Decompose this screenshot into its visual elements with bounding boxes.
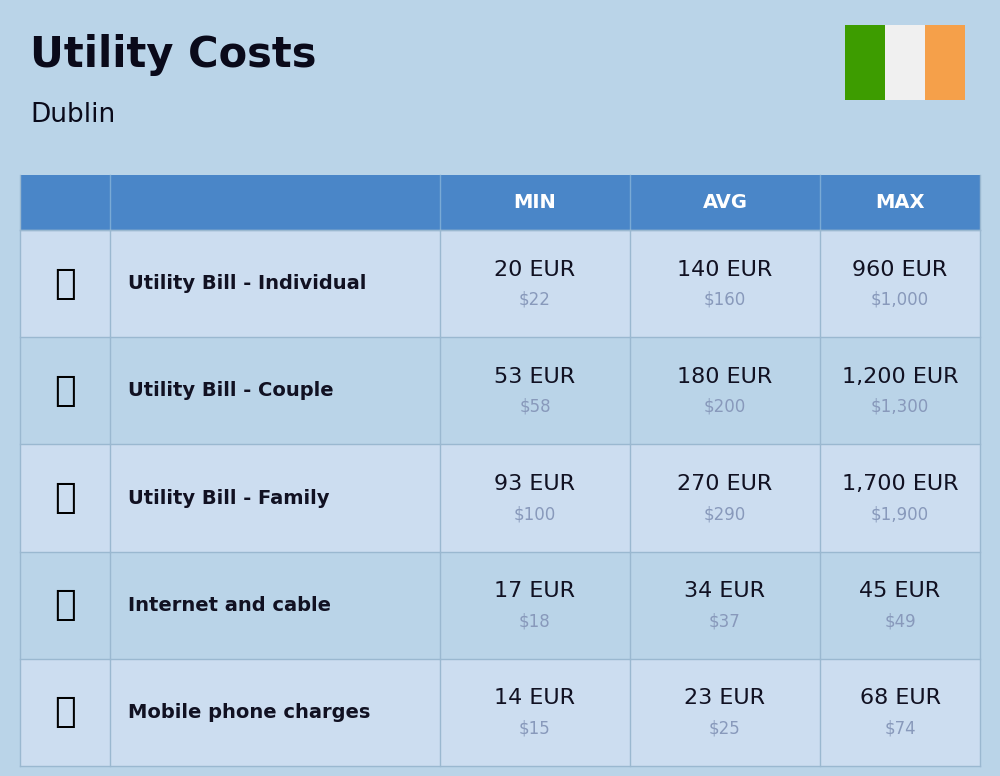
Bar	[20, 230, 980, 338]
Text: 270 EUR: 270 EUR	[677, 474, 773, 494]
Text: $25: $25	[709, 719, 741, 737]
Text: $1,900: $1,900	[871, 505, 929, 523]
Text: 45 EUR: 45 EUR	[859, 581, 941, 601]
Text: 14 EUR: 14 EUR	[494, 688, 576, 708]
Bar	[20, 552, 980, 659]
Text: MIN: MIN	[514, 193, 556, 212]
Text: Dublin: Dublin	[30, 102, 115, 128]
Text: 20 EUR: 20 EUR	[494, 260, 576, 279]
Text: 93 EUR: 93 EUR	[494, 474, 576, 494]
Text: 1,200 EUR: 1,200 EUR	[842, 367, 958, 386]
Bar	[925, 25, 965, 100]
Text: MAX: MAX	[875, 193, 925, 212]
Text: 53 EUR: 53 EUR	[494, 367, 576, 386]
Text: Utility Bill - Individual: Utility Bill - Individual	[128, 274, 366, 293]
Text: $74: $74	[884, 719, 916, 737]
Text: $100: $100	[514, 505, 556, 523]
Bar	[845, 25, 885, 100]
Text: 960 EUR: 960 EUR	[852, 260, 948, 279]
Text: $200: $200	[704, 398, 746, 416]
Text: $22: $22	[519, 290, 551, 309]
Text: $290: $290	[704, 505, 746, 523]
Text: 🔌: 🔌	[54, 267, 76, 300]
Bar	[20, 445, 980, 552]
Bar	[20, 659, 980, 766]
Text: Internet and cable: Internet and cable	[128, 596, 331, 615]
Bar	[885, 25, 925, 100]
Text: $49: $49	[884, 612, 916, 630]
Text: $160: $160	[704, 290, 746, 309]
Text: 📱: 📱	[54, 695, 76, 729]
Bar	[20, 175, 980, 230]
Text: 180 EUR: 180 EUR	[677, 367, 773, 386]
Text: $15: $15	[519, 719, 551, 737]
Text: 17 EUR: 17 EUR	[494, 581, 576, 601]
Text: AVG: AVG	[702, 193, 748, 212]
Text: 34 EUR: 34 EUR	[684, 581, 766, 601]
Text: Utility Bill - Family: Utility Bill - Family	[128, 489, 330, 508]
Text: $37: $37	[709, 612, 741, 630]
Text: 📶: 📶	[54, 588, 76, 622]
Text: 🔌: 🔌	[54, 481, 76, 515]
Text: $1,300: $1,300	[871, 398, 929, 416]
Text: $58: $58	[519, 398, 551, 416]
Text: $1,000: $1,000	[871, 290, 929, 309]
Text: $18: $18	[519, 612, 551, 630]
Bar	[20, 338, 980, 445]
Text: Utility Costs: Utility Costs	[30, 34, 316, 76]
Text: 23 EUR: 23 EUR	[684, 688, 766, 708]
Text: 68 EUR: 68 EUR	[860, 688, 940, 708]
Text: 1,700 EUR: 1,700 EUR	[842, 474, 958, 494]
Text: 140 EUR: 140 EUR	[677, 260, 773, 279]
Text: Mobile phone charges: Mobile phone charges	[128, 703, 370, 722]
Text: Utility Bill - Couple: Utility Bill - Couple	[128, 381, 334, 400]
Text: 🔌: 🔌	[54, 374, 76, 408]
